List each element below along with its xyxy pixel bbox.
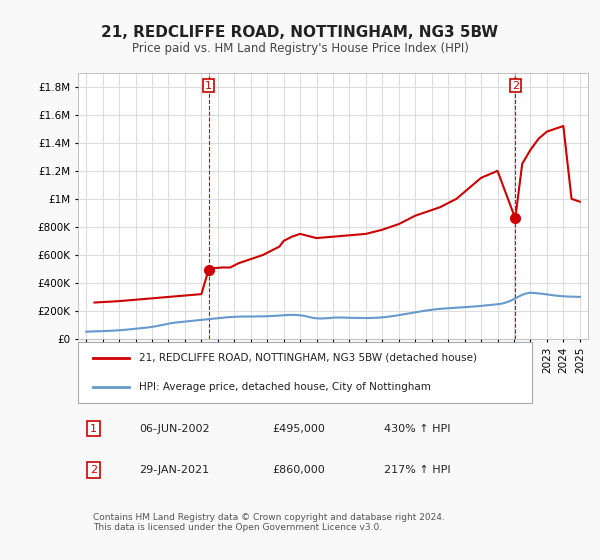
Text: 2: 2 — [90, 465, 97, 475]
Text: £860,000: £860,000 — [272, 465, 325, 475]
Text: 06-JUN-2002: 06-JUN-2002 — [139, 423, 210, 433]
Text: 21, REDCLIFFE ROAD, NOTTINGHAM, NG3 5BW: 21, REDCLIFFE ROAD, NOTTINGHAM, NG3 5BW — [101, 25, 499, 40]
Text: 430% ↑ HPI: 430% ↑ HPI — [384, 423, 451, 433]
Text: £495,000: £495,000 — [272, 423, 325, 433]
Text: 1: 1 — [205, 81, 212, 91]
Text: Price paid vs. HM Land Registry's House Price Index (HPI): Price paid vs. HM Land Registry's House … — [131, 42, 469, 55]
FancyBboxPatch shape — [78, 342, 532, 403]
Text: 29-JAN-2021: 29-JAN-2021 — [139, 465, 209, 475]
Text: 1: 1 — [90, 423, 97, 433]
Text: 21, REDCLIFFE ROAD, NOTTINGHAM, NG3 5BW (detached house): 21, REDCLIFFE ROAD, NOTTINGHAM, NG3 5BW … — [139, 353, 477, 362]
Text: 2: 2 — [512, 81, 519, 91]
Text: HPI: Average price, detached house, City of Nottingham: HPI: Average price, detached house, City… — [139, 382, 431, 392]
Text: 217% ↑ HPI: 217% ↑ HPI — [384, 465, 451, 475]
Text: Contains HM Land Registry data © Crown copyright and database right 2024.
This d: Contains HM Land Registry data © Crown c… — [94, 513, 445, 533]
